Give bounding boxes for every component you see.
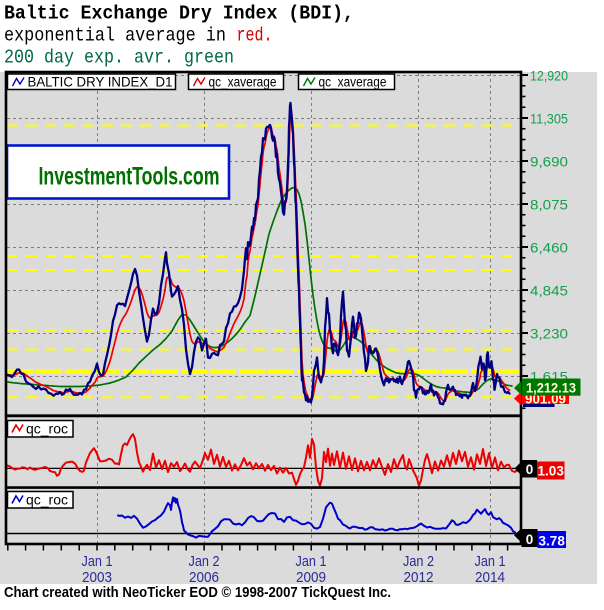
svg-text:2014: 2014 [475,569,505,586]
svg-text:3.78: 3.78 [539,534,566,549]
svg-text:2003: 2003 [82,569,112,586]
svg-text:qc_roc: qc_roc [26,493,68,508]
svg-text:200 day exp. avr. green: 200 day exp. avr. green [4,47,234,69]
svg-text:qc_xaverage: qc_xaverage [319,74,387,89]
svg-text:Jan 2: Jan 2 [403,553,434,570]
svg-text:Jan 1: Jan 1 [475,553,506,570]
svg-text:red.: red. [237,25,273,47]
svg-text:2009: 2009 [296,569,326,586]
svg-text:1.03: 1.03 [538,464,565,479]
svg-text:0: 0 [526,532,534,547]
svg-text:Baltic Exchange Dry Index (BDI: Baltic Exchange Dry Index (BDI), [4,3,354,25]
svg-text:8,075: 8,075 [530,197,568,213]
svg-text:4,845: 4,845 [530,283,568,299]
svg-text:exponential average in: exponential average in [4,25,226,47]
svg-text:qc_xaverage: qc_xaverage [209,74,277,89]
svg-text:0: 0 [526,462,534,477]
svg-text:6,460: 6,460 [530,240,568,256]
svg-text:2012: 2012 [404,569,434,586]
svg-text:11,305: 11,305 [530,111,568,127]
svg-text:Jan 1: Jan 1 [296,553,327,570]
svg-text:Jan 2: Jan 2 [189,553,220,570]
svg-text:qc_roc: qc_roc [26,422,68,437]
svg-text:9,690: 9,690 [530,154,568,170]
svg-text:2006: 2006 [189,569,219,586]
svg-text:Jan 1: Jan 1 [82,553,113,570]
svg-text:BALTIC DRY INDEX_D1: BALTIC DRY INDEX_D1 [28,74,173,89]
svg-text:Chart created with NeoTicker E: Chart created with NeoTicker EOD © 1998-… [4,585,391,601]
svg-text:3,230: 3,230 [530,326,568,342]
svg-text:InvestmentTools.com: InvestmentTools.com [39,163,220,191]
svg-text:12,920: 12,920 [530,68,568,84]
svg-text:1,212.13: 1,212.13 [526,381,576,396]
